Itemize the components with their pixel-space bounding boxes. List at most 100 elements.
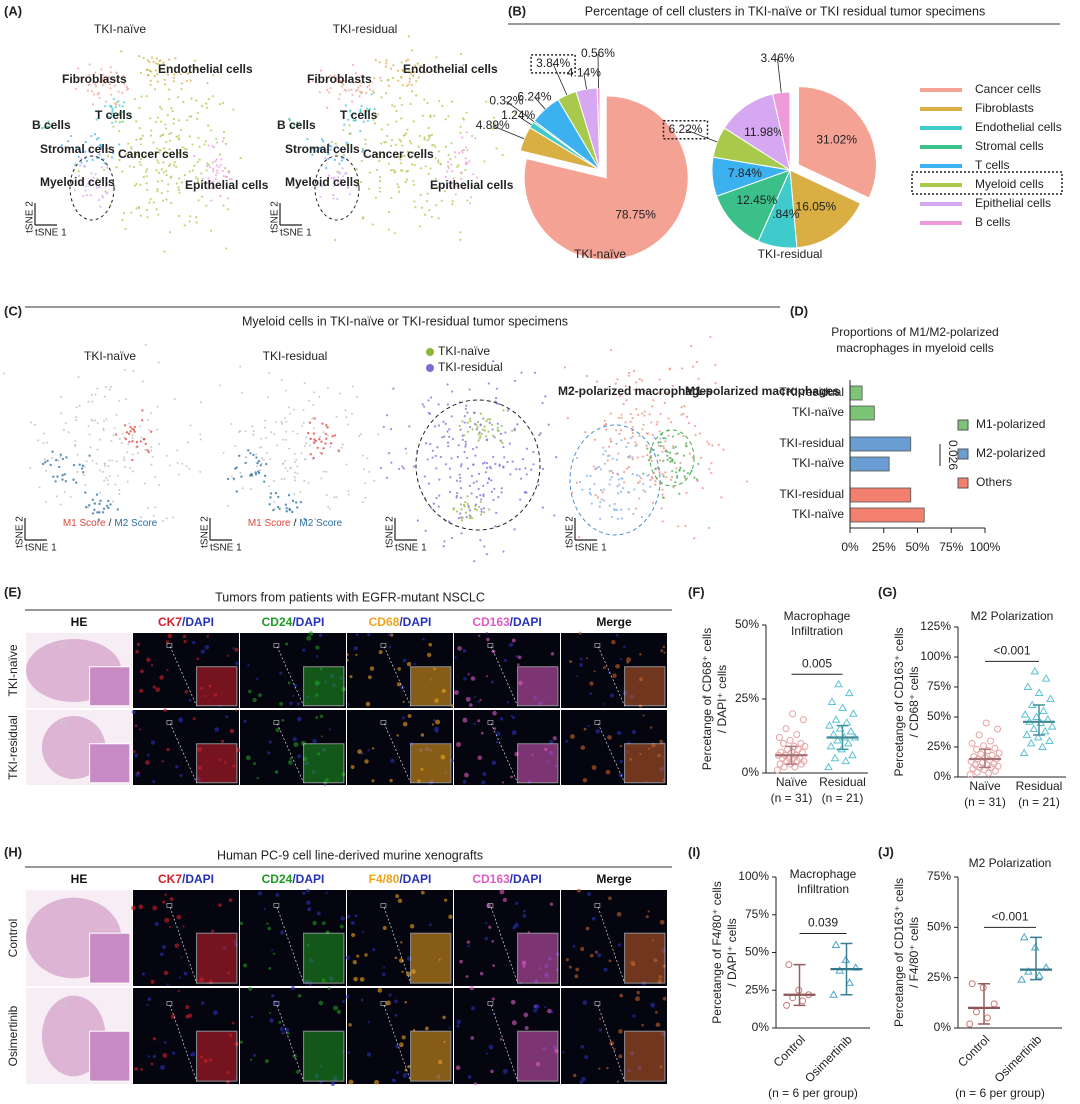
cell-dot xyxy=(483,545,486,548)
cell-dot xyxy=(318,91,321,94)
signal xyxy=(635,996,640,1002)
cell-dot xyxy=(210,199,213,202)
signal xyxy=(182,925,185,928)
cell-dot xyxy=(193,164,196,167)
cell-dot xyxy=(679,461,682,465)
cell-dot xyxy=(372,118,375,121)
signal xyxy=(462,780,467,784)
signal xyxy=(544,1006,547,1009)
signal xyxy=(266,922,269,925)
cell-dot xyxy=(680,406,683,409)
cell-dot xyxy=(339,178,343,181)
cell-dot xyxy=(131,458,134,462)
cell-dot xyxy=(234,445,237,448)
cell-dot xyxy=(685,442,688,445)
signal xyxy=(206,635,209,638)
zoom-box xyxy=(59,903,66,908)
cell-dot xyxy=(255,456,258,459)
signal xyxy=(397,667,401,671)
legend-label: TKI-naïve xyxy=(438,344,490,358)
cell-dot xyxy=(678,468,681,471)
cell-dot xyxy=(93,133,97,136)
cell-dot xyxy=(308,421,312,424)
signal xyxy=(394,999,398,1004)
signal xyxy=(454,656,457,659)
cell-dot xyxy=(261,456,264,459)
data-point xyxy=(838,703,848,711)
cell-dot xyxy=(500,491,503,494)
cell-dot xyxy=(113,102,117,105)
cell-dot xyxy=(464,443,468,446)
cell-dot xyxy=(114,84,117,87)
cell-dot xyxy=(671,384,674,388)
chart-title: macrophages in myeloid cells xyxy=(836,341,993,355)
cell-dot xyxy=(643,414,646,417)
cell-dot xyxy=(303,382,306,385)
cell-dot xyxy=(146,216,149,219)
cell-dot xyxy=(683,477,687,480)
cell-dot xyxy=(368,88,372,91)
cell-dot xyxy=(128,113,132,117)
leader-line xyxy=(517,115,532,126)
cell-dot xyxy=(163,250,166,253)
signal xyxy=(450,704,455,708)
y-tick-label: 75% xyxy=(927,869,951,883)
cell-dot xyxy=(443,190,446,193)
cell-dot xyxy=(524,467,527,470)
cell-dot xyxy=(254,471,257,474)
cell-dot xyxy=(139,138,142,141)
cell-dot xyxy=(576,456,579,460)
cell-dot xyxy=(222,204,225,207)
cell-dot xyxy=(519,477,523,480)
cell-dot xyxy=(37,439,40,442)
cell-dot xyxy=(544,395,547,398)
x-tick-label: Residual xyxy=(819,775,866,789)
signal xyxy=(598,1028,603,1032)
cell-dot xyxy=(194,59,197,62)
cell-dot xyxy=(203,143,206,146)
cell-dot xyxy=(327,152,330,155)
signal xyxy=(349,675,353,679)
cell-dot xyxy=(533,371,536,374)
signal xyxy=(659,919,665,925)
x-tick-label: Osimertinib xyxy=(802,1032,855,1085)
cell-dot xyxy=(661,496,665,499)
cell-dot xyxy=(98,96,101,100)
cell-dot xyxy=(631,456,634,459)
cell-dot xyxy=(200,195,204,198)
signal xyxy=(502,1068,508,1074)
cell-dot xyxy=(645,444,648,447)
cell-dot xyxy=(717,443,720,446)
signal xyxy=(499,889,505,895)
cell-dot xyxy=(210,129,213,132)
cell-dot xyxy=(142,175,145,179)
cell-dot xyxy=(196,160,199,164)
cell-dot xyxy=(663,401,666,404)
cell-dot xyxy=(617,452,620,455)
cluster-label: Myeloid cells xyxy=(40,175,115,189)
cell-dot xyxy=(288,117,291,120)
cell-dot xyxy=(153,88,157,91)
cell-dot xyxy=(588,491,591,494)
cell-dot xyxy=(449,179,452,183)
signal xyxy=(165,640,170,644)
cell-dot xyxy=(415,79,418,83)
cell-dot xyxy=(101,511,105,514)
cell-dot xyxy=(254,473,258,476)
signal xyxy=(511,1020,517,1026)
signal xyxy=(357,749,362,755)
signal xyxy=(420,890,425,895)
counter-stain: /DAPI xyxy=(292,615,324,629)
cell-dot xyxy=(623,470,626,474)
cell-dot xyxy=(449,185,452,188)
column-header: HE xyxy=(71,615,88,629)
cell-dot xyxy=(485,462,489,465)
cell-dot xyxy=(600,498,603,501)
cell-dot xyxy=(428,134,431,138)
signal xyxy=(257,891,262,896)
signal xyxy=(163,708,167,712)
cell-dot xyxy=(283,477,286,480)
cell-dot xyxy=(333,176,336,179)
cell-dot xyxy=(191,143,194,146)
cell-dot xyxy=(479,435,482,438)
